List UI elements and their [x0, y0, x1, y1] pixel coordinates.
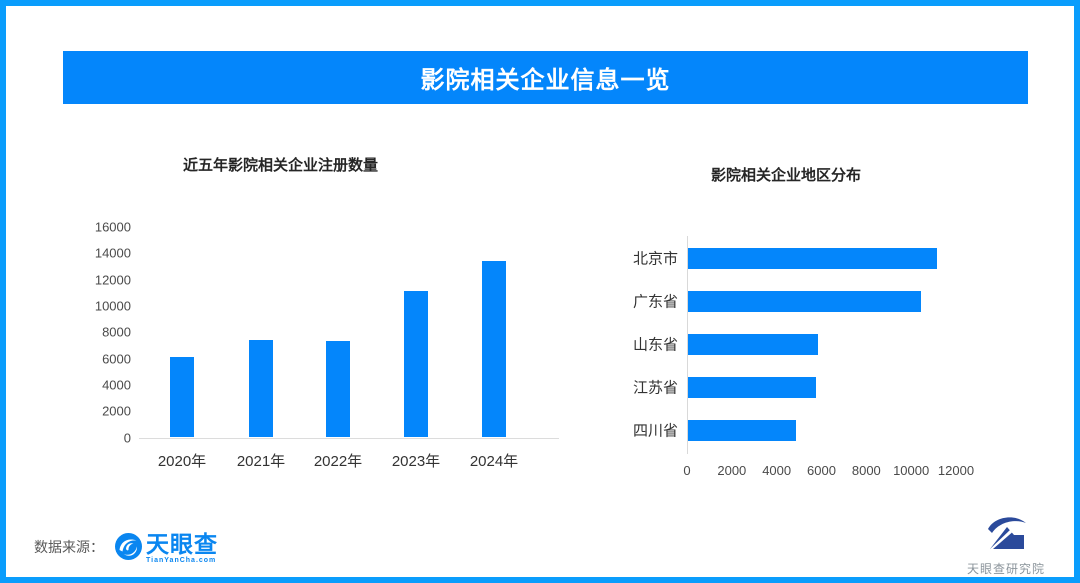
x-axis-category-label: 2023年 — [391, 453, 441, 470]
x-axis-tick-label: 8000 — [851, 463, 881, 478]
bar-2020年 — [170, 356, 194, 438]
page-title-banner: 影院相关企业信息一览 — [63, 51, 1028, 104]
data-source-label: 数据来源： — [34, 539, 104, 555]
x-axis-tick-label: 12000 — [937, 463, 975, 478]
x-axis-category-label: 2020年 — [157, 453, 207, 470]
tianyancha-logo-name: 天眼查 — [146, 531, 218, 557]
y-axis-tick-label: 6000 — [102, 351, 131, 367]
x-axis-tick-label: 6000 — [807, 463, 836, 478]
bar-2021年 — [249, 340, 273, 438]
institute-label: 天眼查研究院 — [966, 562, 1045, 576]
y-axis-tick-label: 12000 — [94, 272, 131, 288]
y-axis-tick-label: 10000 — [94, 298, 131, 314]
tianyancha-logo-text: 天眼查 TianYanCha.com — [146, 531, 218, 565]
tianyancha-institute-icon — [980, 515, 1032, 557]
y-axis-tick-label: 4000 — [102, 377, 131, 393]
y-axis-category-label: 江苏省 — [632, 379, 678, 397]
bar-江苏省 — [688, 376, 816, 398]
y-axis-category-label: 四川省 — [632, 422, 678, 440]
left-chart-title: 近五年影院相关企业注册数量 — [183, 157, 379, 174]
y-axis-tick-label: 8000 — [102, 324, 131, 340]
x-axis-tick-label: 2000 — [717, 463, 747, 478]
y-axis-category-label: 山东省 — [632, 336, 678, 354]
y-axis-tick-label: 2000 — [102, 403, 131, 419]
bar-北京市 — [688, 247, 937, 269]
page-title: 影院相关企业信息一览 — [420, 67, 671, 94]
y-axis-category-label: 广东省 — [632, 293, 678, 311]
x-axis-category-label: 2022年 — [313, 453, 363, 470]
y-axis-tick-label: 16000 — [94, 219, 131, 235]
x-axis-tick-label: 10000 — [893, 463, 930, 478]
y-axis-line — [687, 236, 688, 454]
bar-2023年 — [404, 291, 428, 438]
tianyancha-logo: 天眼查 TianYanCha.com — [115, 533, 218, 565]
tianyancha-institute-logo: 天眼查研究院 — [961, 515, 1051, 577]
x-axis-line — [139, 437, 559, 439]
right-chart-title: 影院相关企业地区分布 — [711, 167, 862, 184]
bar-山东省 — [688, 333, 819, 355]
y-axis-category-label: 北京市 — [632, 250, 678, 268]
bar-广东省 — [688, 290, 922, 312]
y-axis-tick-label: 14000 — [94, 245, 131, 261]
tianyancha-eye-icon — [115, 533, 142, 565]
tianyancha-logo-subtext: TianYanCha.com — [146, 557, 217, 564]
y-axis-tick-label: 0 — [123, 430, 131, 445]
x-axis-category-label: 2021年 — [236, 453, 286, 470]
x-axis-tick-label: 0 — [683, 463, 691, 478]
x-axis-tick-label: 4000 — [762, 463, 792, 478]
bar-2024年 — [482, 261, 506, 438]
bar-2022年 — [326, 341, 350, 438]
bar-四川省 — [688, 419, 796, 441]
x-axis-category-label: 2024年 — [469, 453, 519, 470]
